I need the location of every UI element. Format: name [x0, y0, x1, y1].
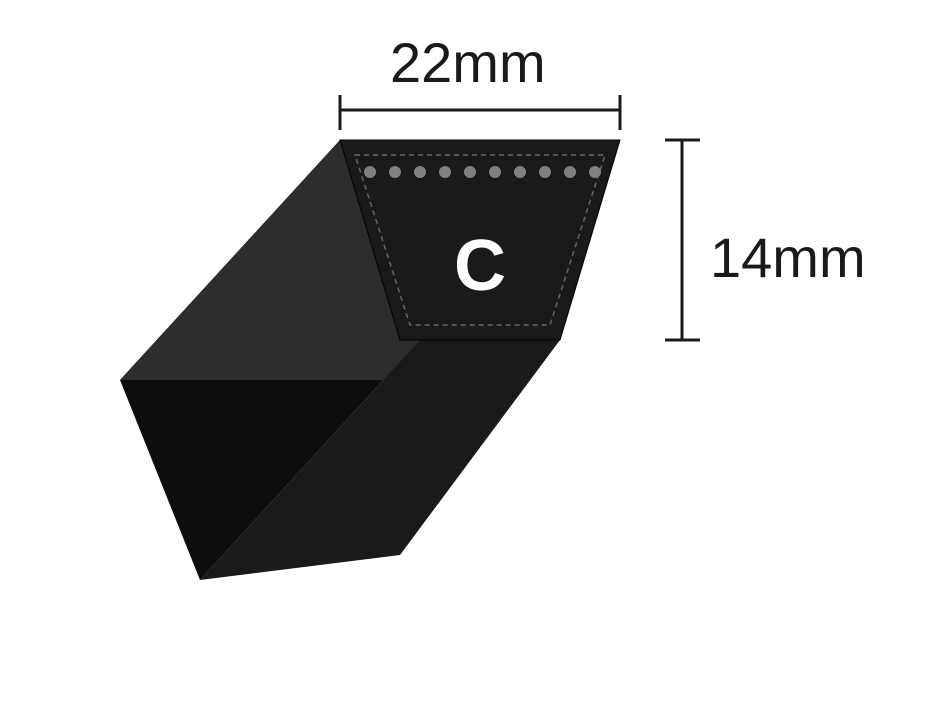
height-dimension-label: 14mm [710, 225, 866, 290]
belt-diagram: C 22mm 14mm [0, 0, 933, 700]
width-dimension-label: 22mm [390, 30, 546, 95]
belt-type-letter: C [454, 226, 506, 306]
width-dimension-line [340, 95, 620, 130]
height-dimension-line [665, 140, 700, 340]
belt-svg: C [0, 0, 933, 700]
